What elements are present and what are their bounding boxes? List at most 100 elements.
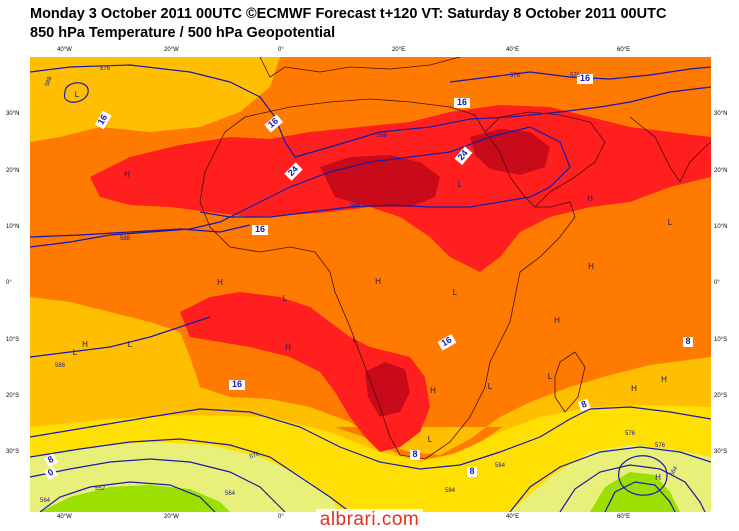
- label-box: [577, 74, 593, 84]
- label-box: [577, 398, 591, 412]
- label-box: [264, 114, 284, 133]
- label-box: [252, 225, 268, 235]
- geopotential-contour-label: 576: [570, 73, 581, 79]
- temperature-contour-label: 16: [232, 379, 242, 389]
- label-box: [44, 453, 58, 468]
- low-pressure-mark: L: [353, 335, 358, 344]
- low-pressure-mark: L: [453, 288, 458, 297]
- high-pressure-mark: H: [124, 170, 130, 179]
- geopotential-contour-label: 576: [100, 66, 111, 72]
- watermark: albrari.com: [0, 509, 739, 531]
- temperature-contour-label: 16: [96, 113, 110, 127]
- arabia-coast: [484, 111, 606, 208]
- low-pressure-mark: L: [458, 180, 463, 189]
- lon-tick-top: 40°E: [506, 47, 520, 53]
- geopotential-contour-label: 564: [40, 498, 51, 504]
- high-pressure-mark: H: [661, 375, 667, 384]
- lon-tick-top: 60°E: [617, 47, 631, 53]
- high-pressure-mark: H: [375, 277, 381, 286]
- lon-tick-top: 20°W: [164, 47, 179, 53]
- lat-tick-left: 0°: [6, 280, 12, 286]
- temperature-contour-label: 8: [580, 399, 588, 410]
- geopotential-contour-label: 564: [225, 491, 236, 497]
- lat-tick-left: 20°S: [6, 393, 20, 399]
- high-pressure-mark: H: [588, 262, 594, 271]
- forecast-map-svg: 16 16242416161616888808165885885885885765…: [30, 57, 711, 512]
- contour-low-centre-south: [618, 455, 668, 496]
- band-above-28-sahara: [320, 155, 440, 207]
- label-box: [454, 146, 473, 166]
- chart-title: Monday 3 October 2011 00UTC ©ECMWF Forec…: [30, 6, 667, 22]
- label-box: [229, 380, 245, 390]
- contour-588-south: [30, 316, 211, 358]
- india-coast: [629, 116, 711, 183]
- label-box: [94, 110, 112, 130]
- geopotential-contour-label: 576: [510, 73, 521, 79]
- lat-tick-left: 10°S: [6, 337, 20, 343]
- temperature-contour-label: 8: [412, 449, 417, 459]
- temperature-contour-label: 8: [46, 454, 55, 465]
- temperature-contour-label: 16: [580, 73, 590, 83]
- low-pressure-mark: L: [548, 372, 553, 381]
- low-pressure-mark: L: [428, 435, 433, 444]
- contour-552-south: [39, 481, 676, 512]
- lat-tick-right: 30°N: [714, 111, 728, 117]
- geopotential-contour-label: 588: [55, 363, 66, 369]
- lon-tick-bottom: 40°W: [57, 514, 72, 520]
- lat-tick-right: 20°S: [714, 393, 728, 399]
- map-labels: 16 16242416161616888808165885885885885765…: [40, 66, 693, 504]
- geopotential-contour-label: 588: [377, 133, 388, 139]
- high-pressure-mark: H: [655, 473, 661, 482]
- contour-588-low: [30, 224, 251, 238]
- label-box: [437, 333, 457, 351]
- lat-tick-right: 0°: [714, 280, 720, 286]
- high-pressure-mark: H: [554, 316, 560, 325]
- high-pressure-mark: H: [217, 278, 223, 287]
- lon-tick-bottom: 0°: [278, 514, 284, 520]
- lat-tick-right: 10°S: [714, 337, 728, 343]
- lat-tick-left: 10°N: [6, 224, 20, 230]
- label-box: [683, 337, 693, 347]
- contour-576-south: [30, 438, 711, 512]
- geopotential-contour-label: 576: [655, 443, 666, 449]
- band-above-28-arabia: [470, 129, 550, 175]
- contour-588-north: [30, 64, 711, 158]
- madagascar-coast: [554, 351, 586, 413]
- geopotential-contour-label: 564: [669, 465, 680, 477]
- band-24-28-south: [180, 292, 430, 452]
- contour-low-centre-north: [63, 82, 89, 103]
- label-box: [44, 466, 58, 481]
- lon-tick-top: 20°E: [392, 47, 406, 53]
- high-pressure-mark: H: [82, 340, 88, 349]
- high-pressure-mark: H: [430, 386, 436, 395]
- lat-tick-right: 20°N: [714, 168, 728, 174]
- geopotential-contour-label: 588: [350, 203, 361, 209]
- lat-tick-right: 30°S: [714, 449, 728, 455]
- lat-tick-left: 30°S: [6, 449, 20, 455]
- high-pressure-mark: H: [631, 384, 637, 393]
- temperature-contour-label: 8: [469, 466, 474, 476]
- lat-tick-right: 10°N: [714, 224, 728, 230]
- high-pressure-mark: H: [587, 194, 593, 203]
- lat-tick-left: 20°N: [6, 168, 20, 174]
- band-16-20-north: [30, 57, 280, 142]
- chart-subtitle: 850 hPa Temperature / 500 hPa Geopotenti…: [30, 25, 336, 41]
- lon-tick-top: 0°: [278, 47, 284, 53]
- low-pressure-mark: L: [668, 218, 673, 227]
- temperature-contour-label: 8: [685, 336, 690, 346]
- lon-tick-bottom: 20°W: [164, 514, 179, 520]
- contour-564-south: [30, 458, 706, 512]
- temperature-contour-label: 16: [457, 97, 467, 107]
- geopotential-contour-label: 588: [120, 236, 131, 242]
- geopotential-contour-label: 584: [495, 463, 506, 469]
- geopotential-contour-label: 576: [249, 451, 261, 460]
- low-pressure-mark: L: [283, 294, 288, 303]
- label-box: [467, 467, 477, 477]
- geopotential-contour-label: 576: [625, 431, 636, 437]
- watermark-text: albrari.com: [315, 509, 424, 530]
- geopotential-contours: [30, 64, 711, 512]
- band-above-28-kalahari: [365, 362, 410, 417]
- high-pressure-mark: H: [285, 343, 291, 352]
- lon-tick-bottom: 60°E: [617, 514, 631, 520]
- low-pressure-mark: L: [75, 90, 80, 99]
